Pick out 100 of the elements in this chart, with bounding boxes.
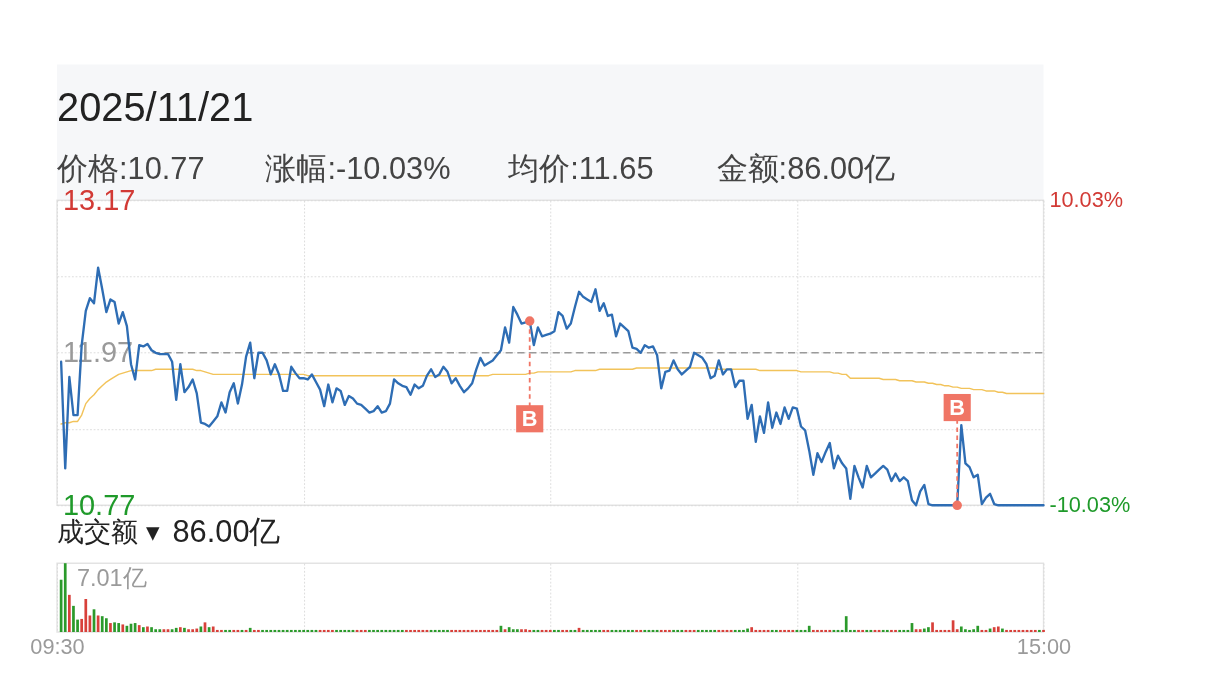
bar	[409, 629, 412, 632]
bar	[746, 628, 749, 632]
bar	[322, 629, 326, 632]
bar	[865, 629, 869, 632]
bar	[289, 629, 293, 632]
bar	[548, 629, 552, 632]
bar	[380, 629, 384, 632]
bar	[442, 629, 445, 632]
bar	[598, 629, 601, 632]
line-series	[60, 367, 1045, 425]
bar	[261, 629, 264, 632]
bar	[972, 629, 975, 632]
bar	[487, 629, 490, 632]
bar	[507, 627, 511, 632]
bar	[528, 629, 532, 632]
bar	[927, 627, 930, 632]
text: 均价:11.65	[507, 151, 654, 187]
bar	[285, 629, 289, 632]
bar	[113, 622, 116, 632]
bar	[643, 629, 647, 632]
bar	[964, 629, 967, 632]
bar	[228, 629, 232, 632]
bar	[733, 629, 737, 632]
bar	[1038, 629, 1041, 632]
bar	[109, 623, 112, 632]
bar	[372, 629, 375, 632]
bar	[676, 629, 680, 632]
bar	[458, 629, 462, 632]
bar	[581, 629, 585, 632]
bar	[339, 629, 342, 632]
bar	[368, 629, 371, 632]
bar	[1029, 629, 1033, 632]
bar	[343, 629, 347, 632]
bar	[474, 629, 478, 632]
bar	[376, 629, 379, 632]
bar	[828, 629, 832, 632]
bar	[220, 629, 223, 632]
bar	[902, 629, 906, 632]
bar	[750, 627, 754, 632]
bar	[294, 629, 297, 632]
bar	[696, 629, 700, 632]
bar	[557, 629, 560, 632]
bar	[811, 629, 815, 632]
bar	[754, 629, 758, 632]
bar	[700, 629, 704, 632]
bar	[211, 626, 215, 632]
bar	[470, 629, 474, 632]
bar	[252, 629, 256, 632]
bar	[187, 629, 190, 632]
bar	[713, 629, 717, 632]
bar	[824, 629, 828, 632]
chart-title: 2025/11/21	[57, 84, 254, 129]
bar	[569, 629, 573, 632]
bar	[664, 629, 667, 632]
bar	[820, 629, 823, 632]
bar	[553, 629, 556, 632]
bar	[137, 625, 141, 632]
bar	[931, 622, 934, 632]
bar	[511, 629, 515, 632]
text: B	[949, 394, 966, 420]
bar	[585, 629, 589, 632]
bar	[791, 629, 795, 632]
bar	[561, 629, 564, 632]
bar	[446, 629, 449, 632]
bar	[881, 629, 885, 632]
bar	[807, 625, 811, 632]
chart-subtitle: 86.00亿	[172, 514, 281, 550]
bar	[141, 627, 145, 632]
bar	[618, 629, 622, 632]
bar	[1009, 629, 1012, 632]
x-tick-label: 09:30	[30, 634, 85, 660]
bar	[1017, 629, 1021, 632]
bar	[347, 629, 351, 632]
x-tick-label: 15:00	[1016, 634, 1072, 660]
bar	[635, 629, 638, 632]
bar	[672, 629, 675, 632]
bar	[816, 629, 819, 632]
bar	[405, 629, 408, 632]
bar	[265, 629, 269, 632]
bar	[520, 629, 523, 632]
bar	[224, 629, 227, 632]
bar	[215, 629, 219, 632]
bar	[516, 629, 519, 632]
bar	[1042, 629, 1045, 632]
bar	[602, 629, 606, 632]
y2-tick-label: 10.03%	[1049, 187, 1124, 213]
bar	[269, 629, 273, 632]
bar	[154, 629, 158, 632]
bar	[433, 629, 437, 632]
bar	[939, 629, 943, 632]
bar	[668, 629, 671, 632]
bar	[121, 624, 125, 632]
bar	[787, 629, 791, 632]
bar	[384, 629, 388, 632]
bar	[565, 629, 569, 632]
bar	[639, 629, 643, 632]
text: B	[521, 406, 538, 431]
bar	[191, 629, 195, 632]
bar	[627, 629, 630, 632]
bar	[100, 616, 104, 632]
